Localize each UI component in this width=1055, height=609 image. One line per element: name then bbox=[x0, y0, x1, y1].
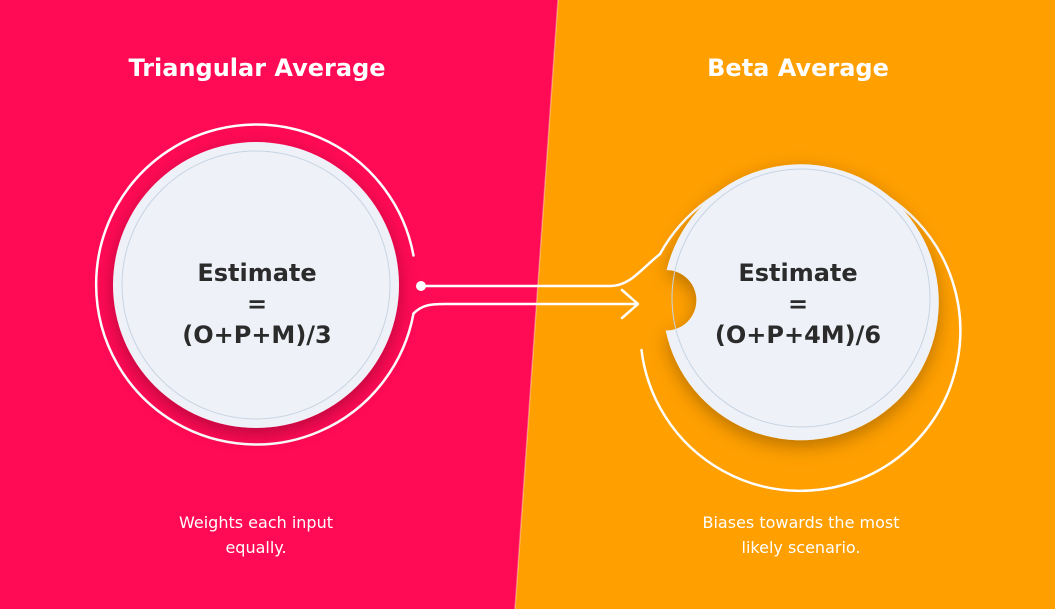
beta-formula: Estimate = (O+P+4M)/6 bbox=[668, 258, 928, 351]
caption-line: likely scenario. bbox=[741, 538, 861, 557]
left-inner-ring bbox=[121, 150, 391, 420]
formula-equals-sign: = bbox=[246, 290, 268, 318]
connector-line-lower bbox=[412, 302, 638, 315]
formula-estimate-label: Estimate bbox=[197, 259, 317, 287]
triangular-formula: Estimate = (O+P+M)/3 bbox=[127, 258, 387, 351]
caption-line: Weights each input bbox=[179, 513, 333, 532]
formula-expression: (O+P+M)/3 bbox=[182, 321, 332, 349]
triangular-average-title: Triangular Average bbox=[128, 54, 386, 82]
arrow-head-icon bbox=[620, 288, 640, 320]
caption-line: equally. bbox=[225, 538, 287, 557]
formula-expression: (O+P+4M)/6 bbox=[714, 321, 882, 349]
formula-equals-sign: = bbox=[787, 290, 809, 318]
right-inner-ring bbox=[671, 168, 931, 428]
caption-line: Biases towards the most bbox=[702, 513, 900, 532]
right-formula-circle bbox=[665, 164, 939, 441]
left-formula-circle bbox=[113, 142, 399, 428]
triangular-caption: Weights each input equally. bbox=[106, 510, 406, 560]
beta-caption: Biases towards the most likely scenario. bbox=[651, 510, 951, 560]
connector-line-upper bbox=[419, 252, 662, 288]
formula-estimate-label: Estimate bbox=[738, 259, 858, 287]
beta-average-title: Beta Average bbox=[707, 54, 889, 82]
left-outer-ring bbox=[94, 123, 415, 446]
